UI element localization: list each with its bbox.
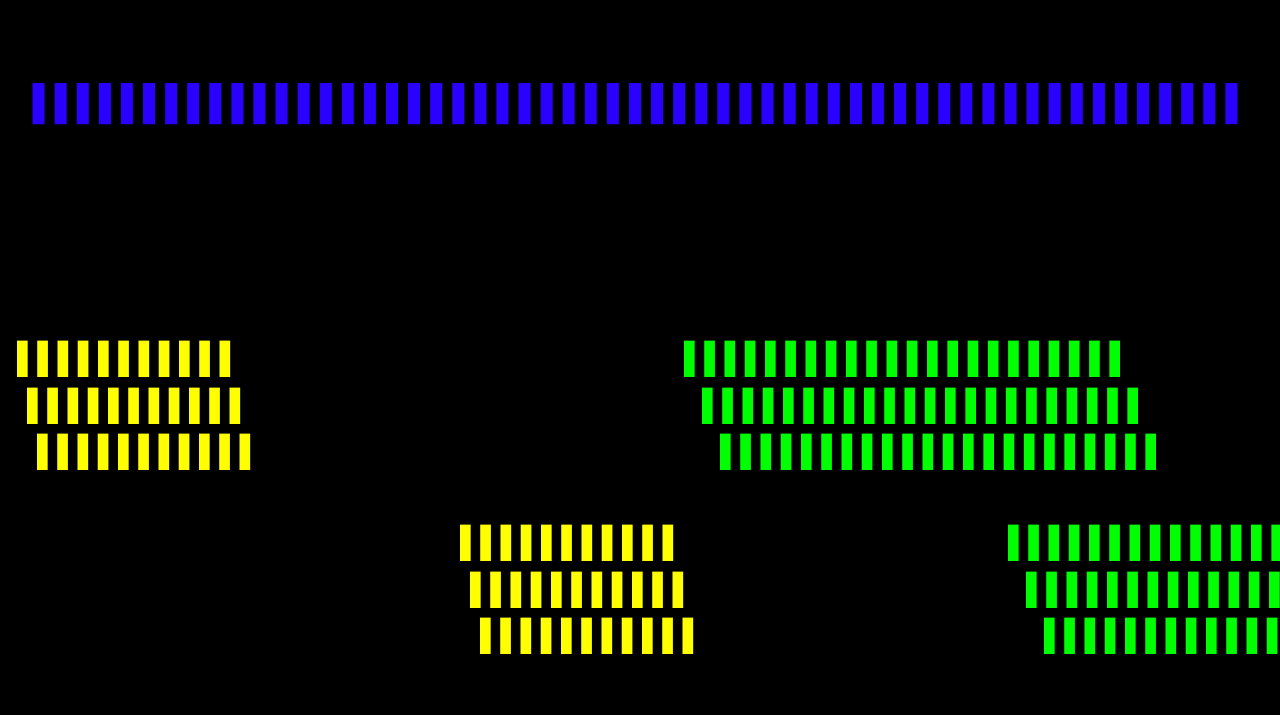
block-yellow-1: ▌▌▌▌▌▌▌▌▌▌▌ ▌▌▌▌▌▌▌▌▌▌▌ ▌▌▌▌▌▌▌▌▌▌▌ bbox=[17, 336, 260, 476]
block-green-1: ▌▌▌▌▌▌▌▌▌▌▌▌▌▌▌▌▌▌▌▌▌▌ ▌▌▌▌▌▌▌▌▌▌▌▌▌▌▌▌▌… bbox=[684, 336, 1166, 476]
block-row: ▌▌▌▌▌▌▌▌▌▌▌ bbox=[17, 336, 260, 383]
block-row: ▌▌▌▌▌▌▌▌▌▌▌▌▌▌▌▌▌▌▌▌▌▌ bbox=[684, 383, 1166, 430]
block-row: ▌▌▌▌▌▌▌▌▌▌▌▌▌▌▌▌▌▌▌▌▌▌ bbox=[684, 429, 1166, 476]
block-row: ▌▌▌▌▌▌▌▌▌▌▌▌▌▌▌▌▌▌▌▌▌▌ bbox=[1008, 520, 1280, 567]
block-row: ▌▌▌▌▌▌▌▌▌▌▌ bbox=[17, 383, 260, 430]
canvas: ▌▌▌▌▌▌▌▌▌▌▌▌▌▌▌▌▌▌▌▌▌▌▌▌▌▌▌▌▌▌▌▌▌▌▌▌▌▌▌▌… bbox=[0, 0, 1280, 715]
title-bar: ▌▌▌▌▌▌▌▌▌▌▌▌▌▌▌▌▌▌▌▌▌▌▌▌▌▌▌▌▌▌▌▌▌▌▌▌▌▌▌▌… bbox=[0, 84, 1280, 123]
block-row: ▌▌▌▌▌▌▌▌▌▌▌ bbox=[460, 567, 703, 614]
block-green-2: ▌▌▌▌▌▌▌▌▌▌▌▌▌▌▌▌▌▌▌▌▌▌ ▌▌▌▌▌▌▌▌▌▌▌▌▌▌▌▌▌… bbox=[1008, 520, 1280, 660]
block-row: ▌▌▌▌▌▌▌▌▌▌▌▌▌▌▌▌▌▌▌▌▌▌ bbox=[1008, 567, 1280, 614]
block-row: ▌▌▌▌▌▌▌▌▌▌▌ bbox=[460, 613, 703, 660]
block-row: ▌▌▌▌▌▌▌▌▌▌▌ bbox=[17, 429, 260, 476]
block-row: ▌▌▌▌▌▌▌▌▌▌▌ bbox=[460, 520, 703, 567]
block-row: ▌▌▌▌▌▌▌▌▌▌▌▌▌▌▌▌▌▌▌▌▌▌ bbox=[684, 336, 1166, 383]
block-row: ▌▌▌▌▌▌▌▌▌▌▌▌▌▌▌▌▌▌▌▌▌▌ bbox=[1008, 613, 1280, 660]
block-yellow-2: ▌▌▌▌▌▌▌▌▌▌▌ ▌▌▌▌▌▌▌▌▌▌▌ ▌▌▌▌▌▌▌▌▌▌▌ bbox=[460, 520, 703, 660]
